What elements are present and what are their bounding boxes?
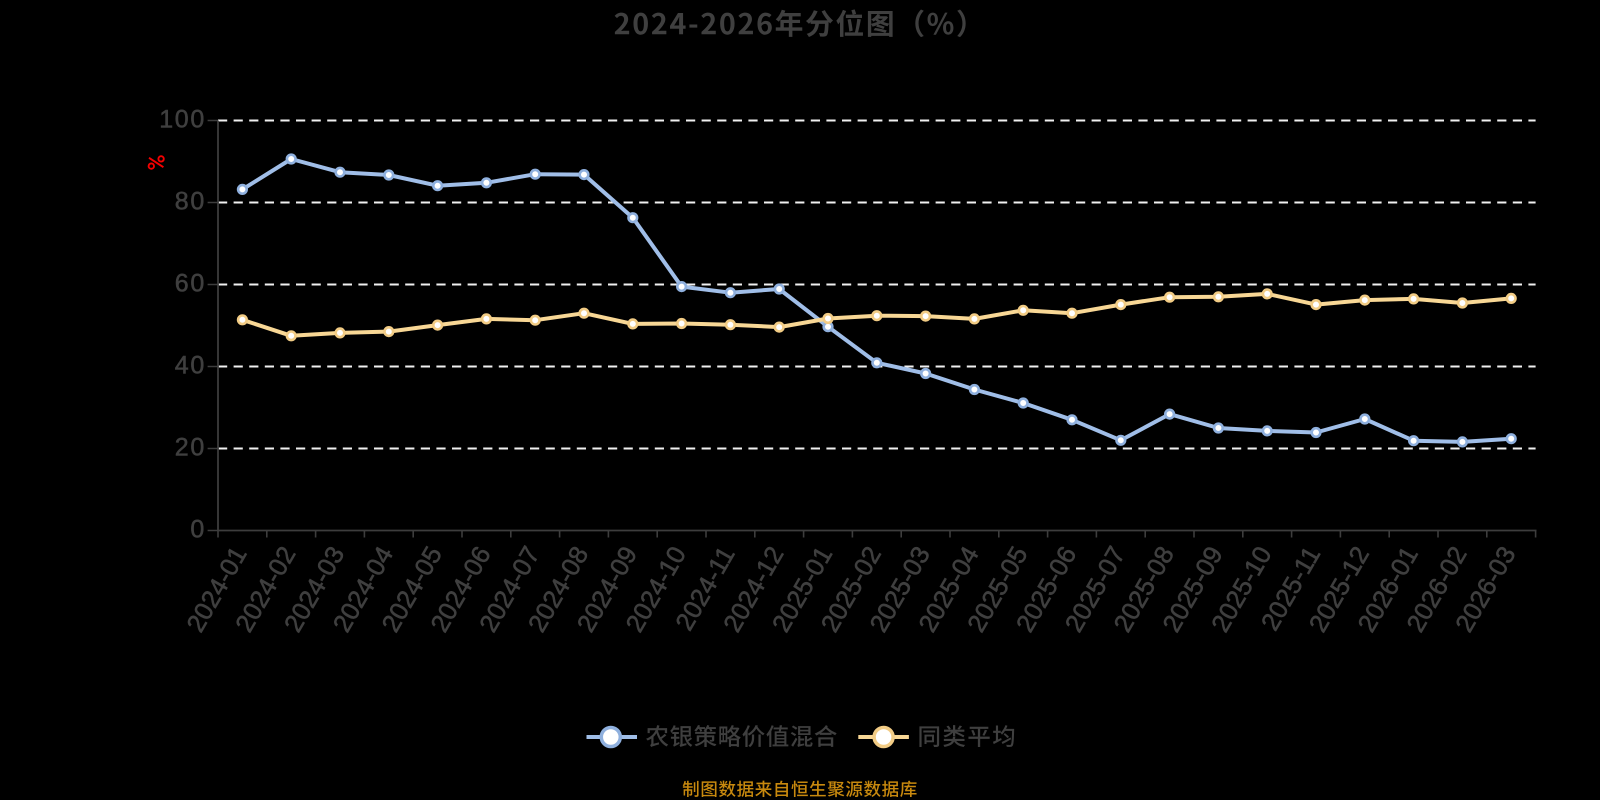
svg-text:40: 40 [175, 352, 206, 380]
svg-text:80: 80 [175, 188, 206, 216]
svg-text:60: 60 [175, 270, 206, 298]
svg-text:20: 20 [175, 434, 206, 462]
svg-text:0: 0 [190, 516, 206, 544]
svg-text:100: 100 [159, 106, 206, 134]
